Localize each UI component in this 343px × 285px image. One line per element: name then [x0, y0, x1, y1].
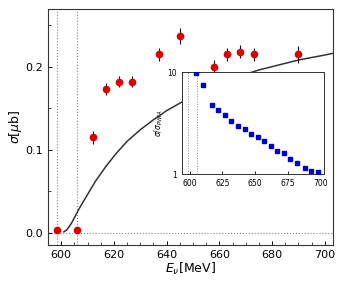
Y-axis label: $\sigma$[$\mu$b]: $\sigma$[$\mu$b]: [7, 109, 24, 144]
Y-axis label: $\sigma/\sigma_{PWIA}$: $\sigma/\sigma_{PWIA}$: [152, 109, 165, 137]
X-axis label: $E_\nu$[MeV]: $E_\nu$[MeV]: [165, 261, 216, 278]
